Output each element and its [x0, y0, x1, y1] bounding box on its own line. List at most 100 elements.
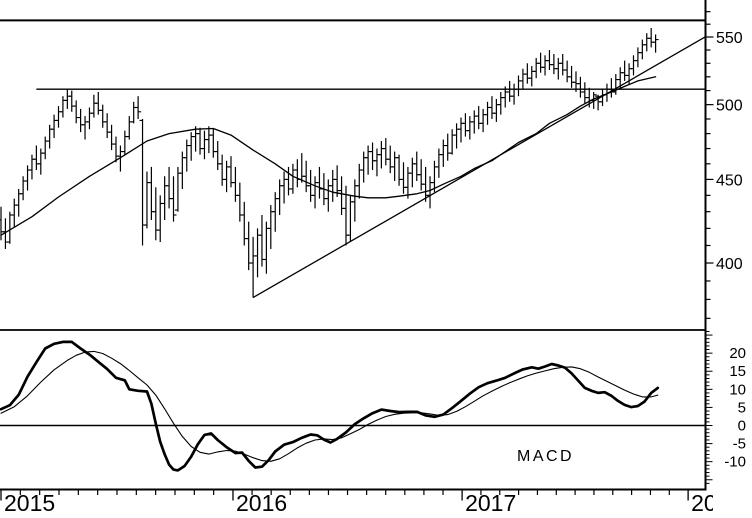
ohlc-bar — [621, 60, 628, 81]
macd-signal-line — [0, 350, 659, 462]
ohlc-bar — [648, 28, 655, 48]
ohlc-bar — [77, 108, 84, 133]
ohlc-bar — [223, 160, 230, 193]
macd-axis-label: 10 — [729, 381, 746, 398]
ohlc-bar — [59, 96, 66, 118]
ohlc-bar — [276, 179, 283, 215]
ohlc-bar — [643, 33, 650, 52]
ohlc-bar — [42, 136, 49, 160]
ohlc-bar — [338, 176, 345, 215]
ohlc-bar — [356, 163, 363, 199]
ohlc-bar — [528, 65, 535, 87]
macd-axis-label: -10 — [724, 454, 746, 471]
ohlc-bar — [51, 114, 58, 139]
ohlc-bar — [68, 90, 75, 112]
ohlc-bar — [219, 154, 226, 186]
ohlc-bar — [480, 108, 487, 133]
ohlc-bar — [418, 159, 425, 191]
macd-axis-label: 20 — [729, 345, 746, 362]
ohlc-bar — [559, 53, 566, 76]
ohlc-bar — [294, 159, 301, 188]
ohlc-bar — [303, 160, 310, 193]
ohlc-bar — [130, 101, 137, 124]
ohlc-bar — [515, 75, 522, 97]
ohlc-bar — [444, 133, 451, 161]
ohlc-bar — [236, 182, 243, 222]
ohlc-bar — [281, 171, 288, 204]
ohlc-bar — [462, 113, 469, 137]
ohlc-bar — [400, 162, 407, 194]
ohlc-bar — [143, 171, 150, 229]
ohlc-bar — [210, 129, 217, 158]
macd-axis-label: 15 — [729, 363, 746, 380]
ohlc-bar — [86, 107, 93, 130]
ohlc-bar — [73, 100, 80, 124]
ohlc-bar — [108, 124, 115, 151]
ohlc-bar — [457, 117, 464, 143]
ohlc-bar — [157, 195, 164, 243]
ohlc-bar — [524, 63, 531, 84]
ohlc-bar — [316, 166, 323, 199]
ohlc-bar — [289, 163, 296, 194]
ohlc-bar — [6, 211, 13, 244]
ohlc-bar — [435, 148, 442, 178]
ohlc-bar — [466, 116, 473, 140]
ohlc-bar — [312, 176, 319, 209]
price-axis-label: 550 — [716, 30, 743, 47]
ohlc-bar — [519, 68, 526, 90]
ohlc-bar — [391, 151, 398, 181]
price-axis-label: 500 — [716, 98, 743, 115]
ohlc-bar — [15, 188, 22, 217]
ohlc-bar — [608, 78, 615, 98]
macd-axis-label: 0 — [738, 418, 746, 435]
ohlc-bar — [413, 151, 420, 181]
ohlc-bar — [28, 154, 35, 180]
macd-panel — [0, 329, 706, 472]
ohlc-bar — [197, 127, 204, 155]
ohlc-bar — [537, 52, 544, 73]
ohlc-bar — [577, 76, 584, 98]
ohlc-bar — [214, 141, 221, 171]
ohlc-bar — [373, 148, 380, 177]
price-panel — [0, 19, 706, 299]
bottom-axis: 2015 2016 2017 2018 — [0, 488, 713, 516]
ohlc-bar — [254, 228, 261, 278]
ohlc-bar — [506, 80, 513, 102]
ohlc-bar — [511, 83, 518, 105]
ohlc-bar — [152, 187, 159, 241]
ohlc-bar — [493, 98, 500, 122]
ohlc-bar — [64, 89, 71, 109]
ohlc-bar — [329, 170, 336, 202]
ohlc-bar — [161, 176, 168, 220]
price-axis-label: 450 — [716, 172, 743, 189]
macd-axis-label: -5 — [733, 436, 746, 453]
macd-panel-label: MACD — [517, 448, 575, 465]
ohlc-bar — [82, 116, 89, 140]
price-axis-label: 400 — [716, 256, 743, 273]
ohlc-bar — [630, 55, 637, 76]
ohlc-bar — [99, 104, 106, 128]
ohlc-bar — [325, 179, 332, 212]
ohlc-bar — [382, 138, 389, 166]
ohlc-bar — [396, 154, 403, 186]
macd-line — [0, 340, 660, 472]
ohlc-bar — [183, 139, 190, 172]
ohlc-bar — [497, 91, 504, 115]
ohlc-bar — [634, 47, 641, 68]
ohlc-bar — [365, 145, 372, 175]
ohlc-bar — [360, 151, 367, 183]
ohlc-bar — [104, 113, 111, 139]
ohlc-bar — [378, 141, 385, 169]
ohlc-bar — [20, 176, 27, 201]
ohlc-bar — [298, 153, 305, 183]
ohlc-bar — [652, 34, 659, 53]
moving-average-line — [0, 76, 657, 236]
ohlc-bar — [471, 110, 478, 134]
ohlc-bar — [449, 129, 456, 155]
trendline — [252, 36, 706, 299]
ohlc-bar — [404, 166, 411, 199]
ohlc-bar — [258, 214, 265, 267]
ohlc-bar — [95, 91, 102, 115]
ohlc-bar — [126, 116, 133, 140]
